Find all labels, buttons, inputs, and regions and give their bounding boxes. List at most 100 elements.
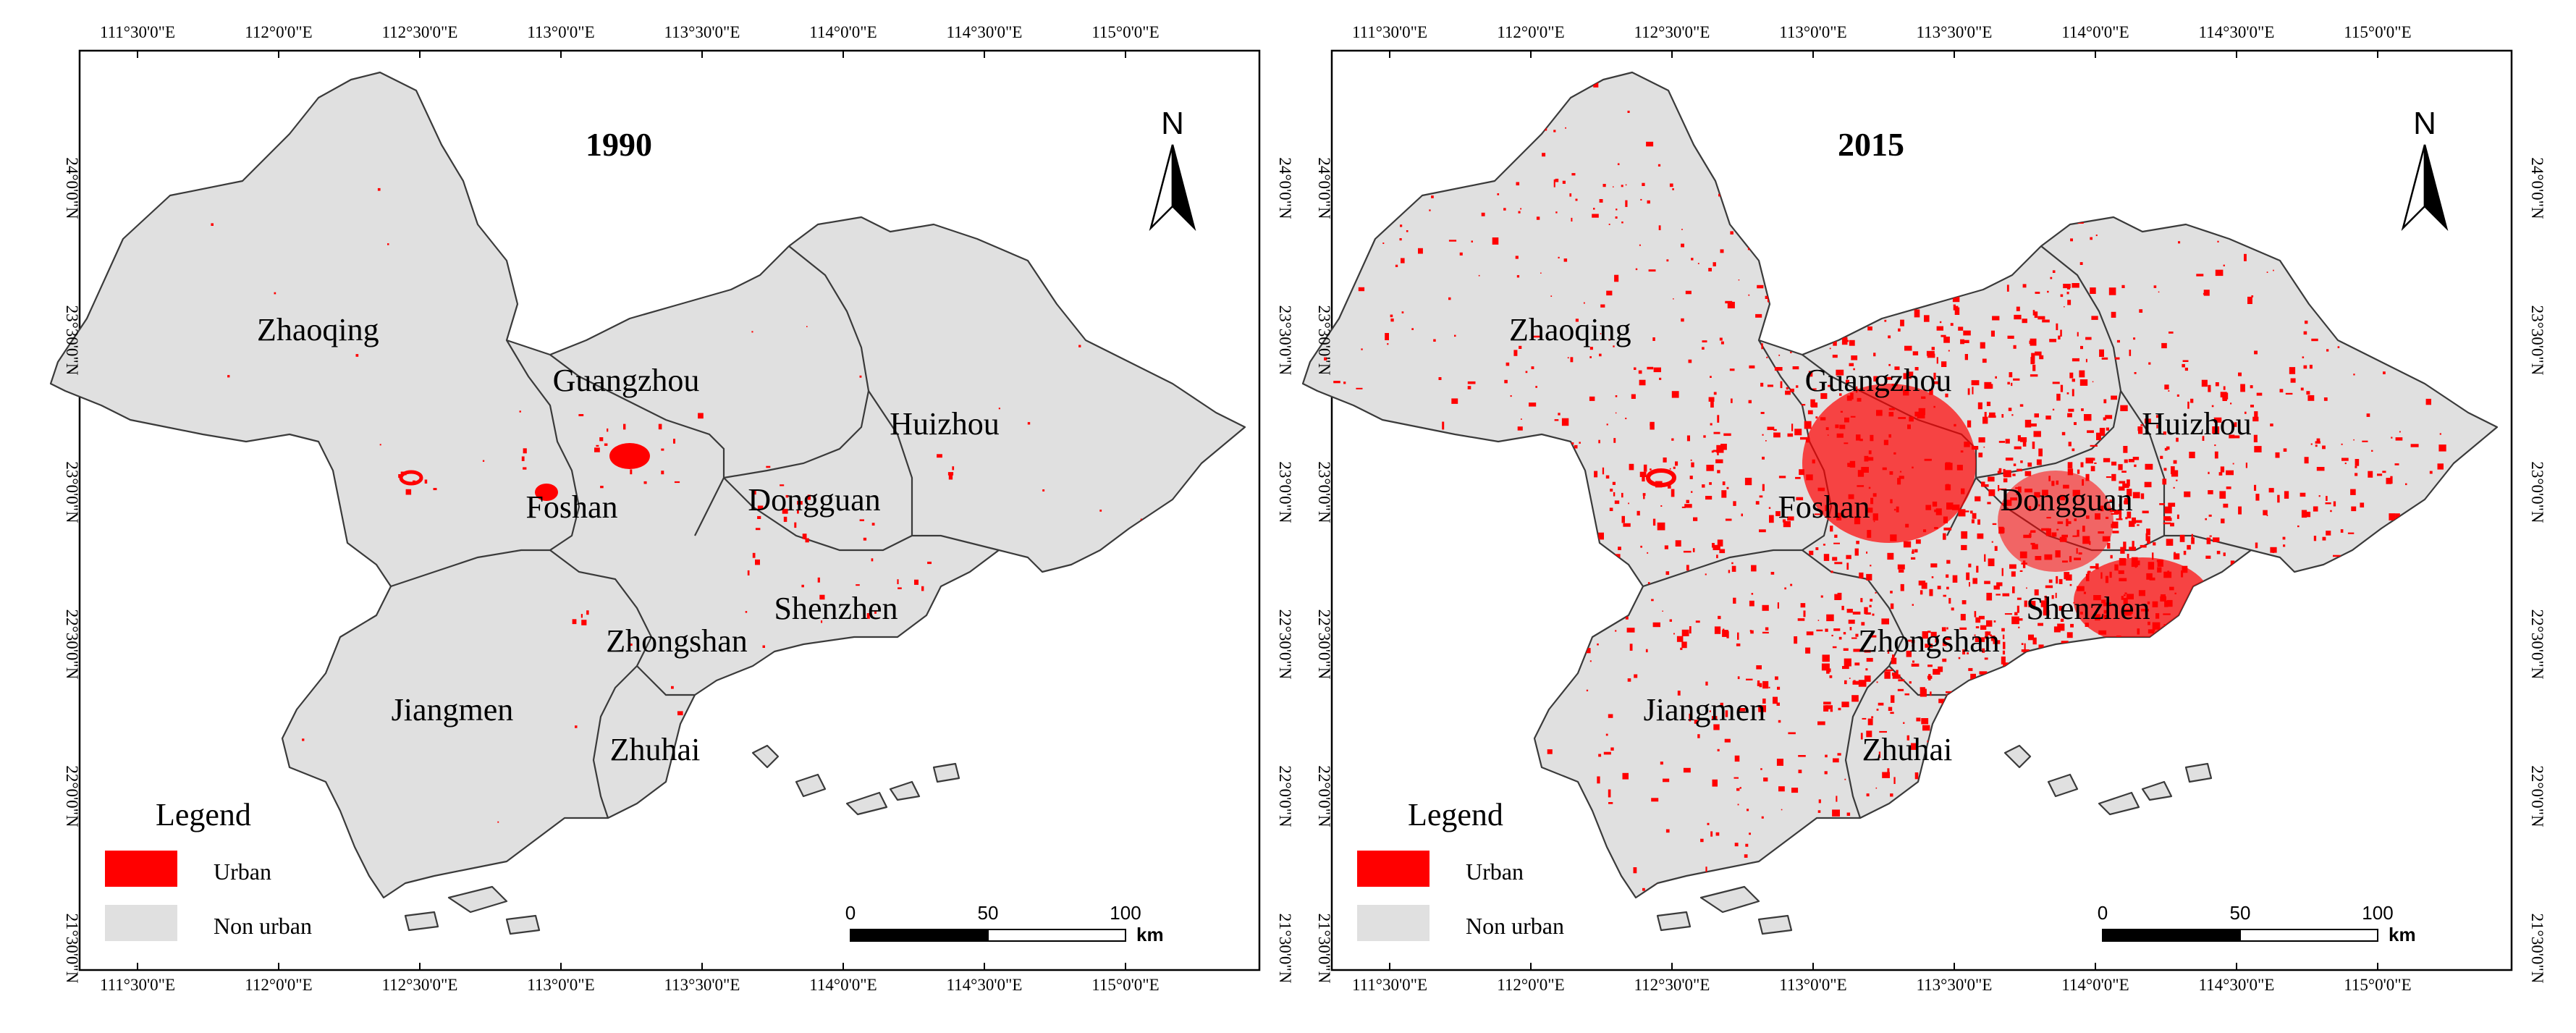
urban-patch: [1860, 598, 1863, 602]
urban-speck: [1481, 212, 1485, 216]
urban-patch: [1943, 337, 1950, 343]
urban-patch: [874, 610, 877, 614]
urban-speck: [1691, 258, 1694, 261]
longitude-tick-label: 114°30'0"E: [2199, 976, 2275, 994]
urban-speck: [1718, 193, 1721, 197]
urban-speck: [2047, 290, 2049, 293]
city-label-dongguan: Dongguan: [2000, 482, 2132, 518]
urban-patch: [1911, 743, 1917, 750]
urban-patch: [1866, 730, 1872, 738]
scale-bar-black: [850, 929, 989, 942]
urban-patch: [1710, 831, 1713, 837]
urban-speck: [2021, 643, 2024, 645]
urban-patch: [1629, 463, 1634, 471]
urban-speck: [2303, 365, 2307, 369]
urban-patch: [1717, 415, 1720, 423]
urban-patch: [1852, 680, 1861, 685]
urban-speck: [2238, 372, 2242, 376]
urban-patch: [1787, 433, 1794, 437]
urban-patch: [1849, 627, 1852, 631]
urban-speck: [1503, 208, 1506, 211]
urban-patch: [1961, 544, 1967, 550]
urban-patch: [1767, 384, 1773, 387]
latitude-ticks-left: 24°0'0"N 23°30'0"N 23°0'0"N 22°30'0"N 22°0'0…: [1315, 157, 1333, 983]
urban-patch: [1989, 412, 1996, 417]
urban-patch: [2119, 513, 2122, 519]
urban-patch: [1720, 444, 1727, 450]
urban-patch: [2206, 537, 2211, 544]
urban-patch: [2072, 389, 2074, 397]
panel-1990: 111°30'0"E 112°0'0"E 112°30'0"E 113°0'0"E 11…: [49, 23, 1294, 994]
urban-speck: [1390, 314, 1393, 318]
urban-speck: [1720, 249, 1724, 253]
urban-speck: [1983, 446, 1985, 448]
urban-patch: [1794, 429, 1802, 436]
urban-speck: [1720, 702, 1723, 707]
urban-patch: [1529, 402, 1537, 407]
urban-patch: [2004, 613, 2012, 615]
urban-patch: [2275, 452, 2280, 458]
urban-speck: [2050, 277, 2053, 279]
urban-speck: [1593, 208, 1595, 210]
urban-patch: [2030, 374, 2038, 377]
urban-patch: [1650, 421, 1655, 430]
urban-patch: [2007, 335, 2014, 339]
urban-core-dongguan: [1998, 471, 2113, 572]
urban-speck: [1506, 362, 1510, 366]
urban-patch: [1864, 607, 1868, 615]
urban-patch: [1984, 581, 1990, 584]
urban-patch: [1790, 388, 1794, 392]
scale-label-100: 100: [2362, 902, 2393, 924]
city-label-shenzhen: Shenzhen: [774, 591, 898, 626]
urban-patch: [2215, 269, 2224, 277]
urban-patch: [1733, 597, 1736, 604]
urban-patch: [856, 584, 860, 586]
urban-patch: [2244, 253, 2247, 261]
urban-patch: [2132, 492, 2140, 499]
urban-speck: [1958, 657, 1961, 659]
urban-speck: [2163, 431, 2166, 435]
urban-patch: [1972, 387, 1974, 395]
urban-speck: [1830, 570, 1833, 573]
urban-speck: [2166, 446, 2170, 450]
urban-patch: [1964, 354, 1968, 361]
urban-patch: [1671, 391, 1679, 398]
urban-patch: [2109, 499, 2113, 502]
urban-speck: [2020, 460, 2023, 463]
urban-patch: [2340, 529, 2344, 533]
urban-patch: [757, 505, 764, 510]
urban-patch: [2066, 292, 2069, 295]
urban-patch: [1887, 768, 1890, 774]
urban-patch: [2219, 491, 2226, 499]
urban-patch: [2213, 417, 2222, 423]
urban-speck: [2008, 408, 2012, 411]
urban-patch: [2011, 616, 2019, 625]
urban-patch: [2163, 522, 2171, 525]
urban-patch: [819, 594, 825, 600]
urban-patch: [2032, 310, 2035, 316]
urban-patch: [1561, 418, 1569, 426]
urban-patch: [2070, 623, 2074, 628]
urban-patch: [1760, 412, 1765, 414]
urban-patch: [1801, 404, 1806, 406]
urban-patch: [1598, 439, 1600, 444]
urban-patch: [1873, 353, 1876, 357]
urban-patch: [2127, 489, 2132, 497]
urban-speck: [1680, 647, 1683, 650]
urban-speck: [1912, 604, 1914, 606]
urban-speck: [2001, 628, 2005, 632]
urban-patch: [1903, 373, 1909, 379]
urban-patch: [2351, 506, 2357, 512]
urban-patch: [1713, 544, 1720, 550]
urban-patch: [1603, 751, 1611, 755]
urban-patch: [2116, 340, 2120, 343]
urban-patch: [2164, 384, 2169, 389]
urban-patch: [1833, 340, 1837, 346]
urban-patch: [2170, 523, 2174, 527]
urban-speck: [1535, 386, 1537, 388]
urban-patch: [1645, 649, 1648, 653]
urban-speck: [1515, 256, 1519, 259]
urban-patch: [1885, 376, 1893, 380]
urban-patch: [2120, 547, 2125, 554]
urban-patch: [2114, 357, 2120, 360]
